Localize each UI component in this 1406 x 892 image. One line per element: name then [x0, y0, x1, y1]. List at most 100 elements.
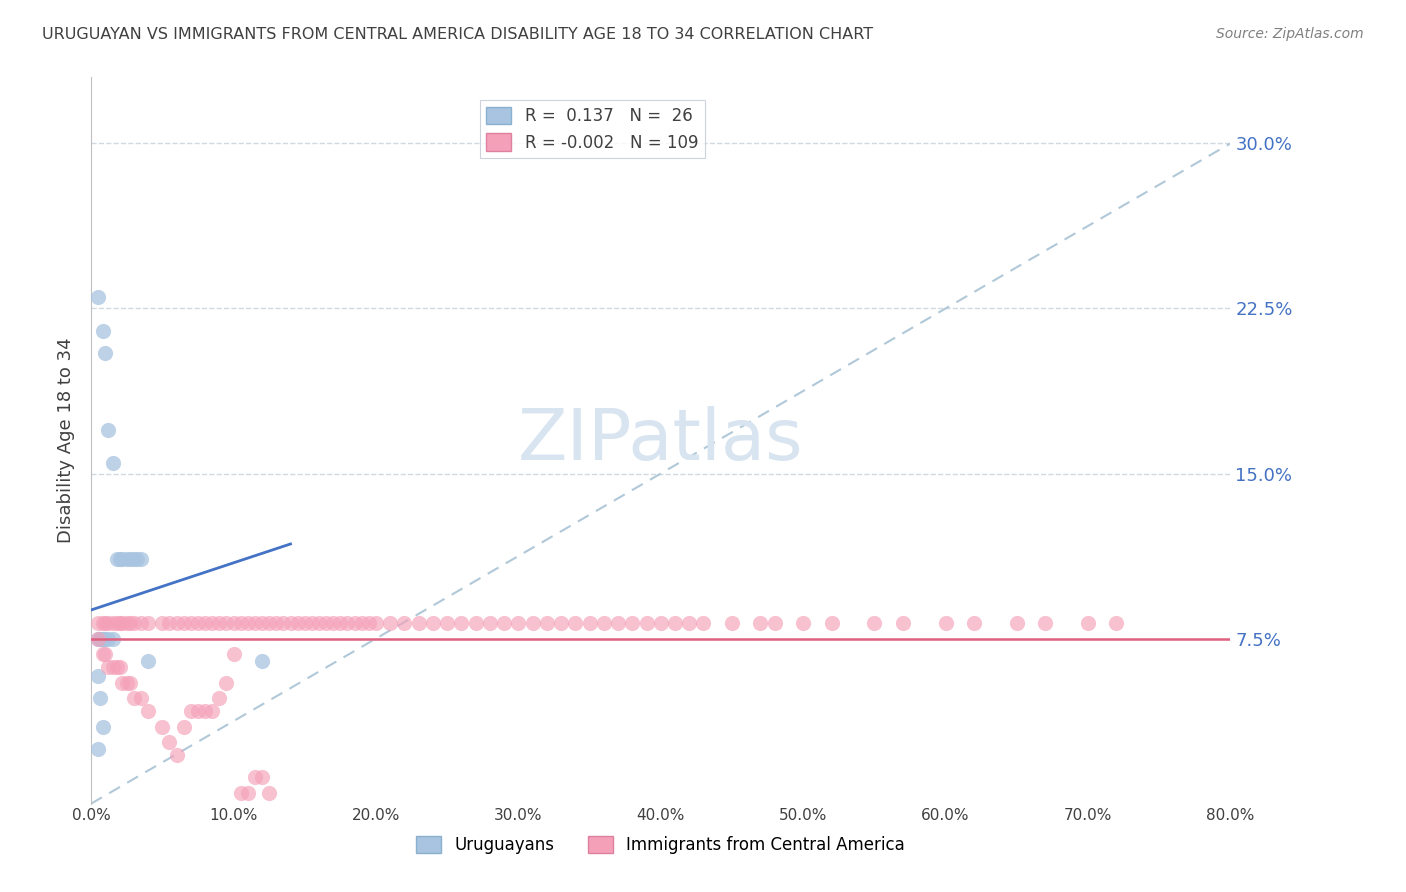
Point: [450, 616, 472, 631]
Point: [636, 616, 658, 631]
Point: [820, 616, 842, 631]
Point: [91, 647, 114, 661]
Point: [97, 423, 120, 437]
Point: [173, 616, 195, 631]
Point: [564, 616, 586, 631]
Point: [87, 616, 110, 631]
Point: [257, 616, 280, 631]
Point: [136, 704, 159, 718]
Point: [91, 632, 114, 646]
Point: [343, 616, 366, 631]
Point: [494, 616, 516, 631]
Point: [87, 291, 110, 305]
Point: [208, 691, 231, 706]
Point: [129, 691, 152, 706]
Point: [792, 616, 814, 631]
Point: [408, 616, 430, 631]
Point: [180, 704, 202, 718]
Point: [122, 691, 145, 706]
Text: URUGUAYAN VS IMMIGRANTS FROM CENTRAL AMERICA DISABILITY AGE 18 TO 34 CORRELATION: URUGUAYAN VS IMMIGRANTS FROM CENTRAL AME…: [42, 27, 873, 42]
Point: [422, 616, 444, 631]
Point: [118, 675, 141, 690]
Point: [550, 616, 572, 631]
Point: [364, 616, 387, 631]
Text: ZIPatlas: ZIPatlas: [517, 406, 804, 475]
Point: [105, 660, 128, 674]
Point: [101, 632, 124, 646]
Point: [91, 616, 114, 631]
Point: [115, 616, 138, 631]
Point: [90, 632, 112, 646]
Point: [294, 616, 316, 631]
Point: [115, 675, 138, 690]
Point: [91, 324, 114, 338]
Point: [250, 770, 273, 784]
Point: [257, 786, 280, 800]
Point: [287, 616, 309, 631]
Legend: R =  0.137   N =  26, R = -0.002   N = 109: R = 0.137 N = 26, R = -0.002 N = 109: [479, 100, 704, 158]
Point: [1033, 616, 1056, 631]
Point: [136, 654, 159, 668]
Point: [243, 616, 266, 631]
Point: [87, 669, 110, 683]
Point: [94, 647, 117, 661]
Point: [118, 616, 141, 631]
Point: [329, 616, 352, 631]
Point: [863, 616, 886, 631]
Point: [194, 616, 217, 631]
Point: [678, 616, 700, 631]
Point: [94, 616, 117, 631]
Point: [97, 660, 120, 674]
Point: [236, 786, 259, 800]
Point: [166, 616, 188, 631]
Point: [308, 616, 330, 631]
Point: [394, 616, 416, 631]
Point: [122, 552, 145, 566]
Point: [536, 616, 558, 631]
Point: [522, 616, 544, 631]
Point: [508, 616, 530, 631]
Point: [336, 616, 359, 631]
Point: [101, 456, 124, 470]
Point: [464, 616, 486, 631]
Point: [478, 616, 501, 631]
Point: [749, 616, 772, 631]
Point: [89, 691, 111, 706]
Point: [243, 770, 266, 784]
Point: [721, 616, 744, 631]
Point: [108, 616, 131, 631]
Point: [273, 616, 295, 631]
Point: [322, 616, 344, 631]
Point: [150, 616, 173, 631]
Point: [94, 632, 117, 646]
Point: [87, 632, 110, 646]
Point: [215, 616, 238, 631]
Point: [97, 616, 120, 631]
Point: [350, 616, 373, 631]
Point: [578, 616, 600, 631]
Point: [105, 616, 128, 631]
Point: [91, 720, 114, 734]
Point: [891, 616, 914, 631]
Point: [664, 616, 686, 631]
Point: [650, 616, 672, 631]
Point: [201, 704, 224, 718]
Point: [111, 552, 134, 566]
Point: [963, 616, 986, 631]
Point: [111, 675, 134, 690]
Text: Source: ZipAtlas.com: Source: ZipAtlas.com: [1216, 27, 1364, 41]
Point: [129, 616, 152, 631]
Point: [187, 704, 209, 718]
Point: [129, 552, 152, 566]
Point: [105, 552, 128, 566]
Point: [166, 748, 188, 763]
Point: [111, 616, 134, 631]
Point: [115, 552, 138, 566]
Point: [380, 616, 402, 631]
Point: [150, 720, 173, 734]
Point: [215, 675, 238, 690]
Point: [592, 616, 614, 631]
Point: [301, 616, 323, 631]
Point: [236, 616, 259, 631]
Point: [101, 616, 124, 631]
